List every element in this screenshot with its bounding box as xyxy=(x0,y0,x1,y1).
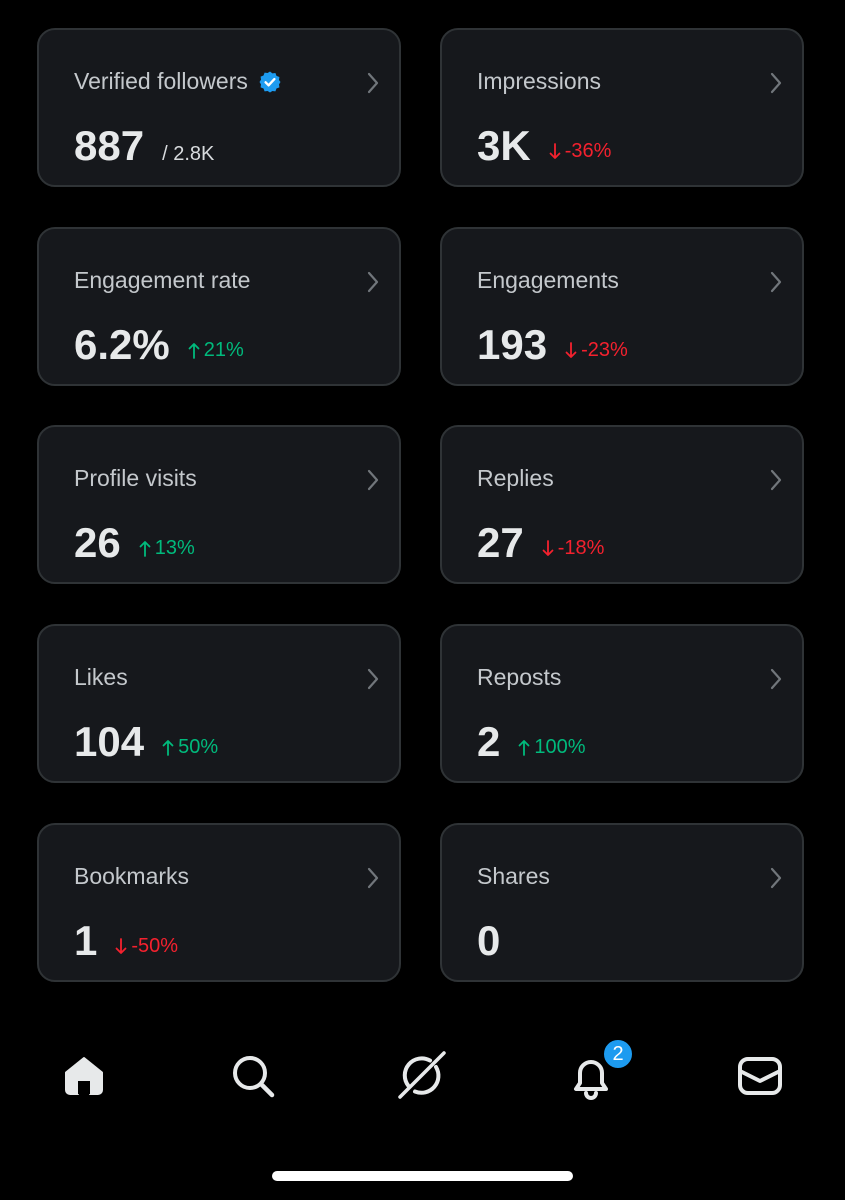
metric-row: 104 50% xyxy=(74,721,218,763)
metric-row: 887 / 2.8K xyxy=(74,125,214,167)
card-profile-visits[interactable]: Profile visits 26 13% xyxy=(37,425,401,584)
chevron-right-icon xyxy=(367,469,379,491)
metric-value: 3K xyxy=(477,122,531,169)
nav-messages[interactable] xyxy=(734,1050,786,1102)
chevron-right-icon xyxy=(367,72,379,94)
card-engagements[interactable]: Engagements 193 -23% xyxy=(440,227,804,386)
arrow-up-icon xyxy=(139,541,151,557)
metric-value: 887 xyxy=(74,122,145,169)
metric-value: 2 xyxy=(477,718,501,765)
metric-value: 1 xyxy=(74,917,98,964)
mail-icon xyxy=(738,1057,782,1095)
metric-value: 193 xyxy=(477,321,548,368)
chevron-right-icon xyxy=(367,867,379,889)
metric-row: 26 13% xyxy=(74,522,195,564)
card-title: Replies xyxy=(477,465,554,491)
card-title: Impressions xyxy=(477,68,601,94)
chevron-right-icon xyxy=(367,271,379,293)
metric-delta: -50% xyxy=(115,935,178,958)
card-reposts[interactable]: Reposts 2 100% xyxy=(440,624,804,783)
bell-icon xyxy=(574,1060,608,1100)
card-likes[interactable]: Likes 104 50% xyxy=(37,624,401,783)
card-impressions[interactable]: Impressions 3K -36% xyxy=(440,28,804,187)
card-title: Reposts xyxy=(477,664,562,690)
chevron-right-icon xyxy=(770,469,782,491)
nav-home[interactable] xyxy=(58,1050,110,1102)
arrow-down-icon xyxy=(565,342,577,358)
search-icon xyxy=(233,1056,275,1098)
metric-delta: -36% xyxy=(549,140,611,163)
metric-value: 104 xyxy=(74,718,145,765)
notification-count-badge: 2 xyxy=(602,1038,634,1070)
card-title: Profile visits xyxy=(74,465,197,491)
metric-delta: 13% xyxy=(139,537,195,560)
card-title: Verified followers xyxy=(74,68,282,95)
card-title: Engagements xyxy=(477,267,619,293)
arrow-up-icon xyxy=(188,343,200,359)
chevron-right-icon xyxy=(770,72,782,94)
chevron-right-icon xyxy=(770,668,782,690)
card-verified-followers[interactable]: Verified followers 887 / 2.8K xyxy=(37,28,401,187)
metric-delta: 21% xyxy=(188,339,244,362)
chevron-right-icon xyxy=(770,867,782,889)
home-icon xyxy=(65,1057,103,1095)
card-engagement-rate[interactable]: Engagement rate 6.2% 21% xyxy=(37,227,401,386)
metric-row: 0 xyxy=(477,920,500,962)
nav-search[interactable] xyxy=(227,1050,279,1102)
verified-badge-icon xyxy=(259,71,281,92)
metric-value: 26 xyxy=(74,519,121,566)
metric-row: 27 -18% xyxy=(477,522,604,564)
card-title: Engagement rate xyxy=(74,267,251,293)
metric-delta: -18% xyxy=(542,537,604,560)
metric-row: 3K -36% xyxy=(477,125,611,167)
arrow-down-icon xyxy=(549,143,561,159)
metric-total: / 2.8K xyxy=(162,143,215,165)
chevron-right-icon xyxy=(367,668,379,690)
metric-delta: 50% xyxy=(162,736,218,759)
arrow-down-icon xyxy=(542,540,554,556)
metric-value: 0 xyxy=(477,917,501,964)
home-indicator[interactable] xyxy=(272,1171,573,1181)
card-title: Bookmarks xyxy=(74,863,190,889)
arrow-up-icon xyxy=(162,740,174,756)
metric-row: 2 100% xyxy=(477,721,586,763)
nav-notifications[interactable] xyxy=(565,1050,617,1102)
card-title: Likes xyxy=(74,664,128,690)
card-bookmarks[interactable]: Bookmarks 1 -50% xyxy=(37,823,401,982)
bottom-nav: 2 xyxy=(0,1030,845,1120)
arrow-down-icon xyxy=(115,938,127,954)
metric-row: 1 -50% xyxy=(74,920,178,962)
metric-value: 6.2% xyxy=(74,321,170,368)
arrow-up-icon xyxy=(518,740,530,756)
card-shares[interactable]: Shares 0 xyxy=(440,823,804,982)
chevron-right-icon xyxy=(770,271,782,293)
metric-delta: -23% xyxy=(565,339,628,362)
metric-delta: 100% xyxy=(518,736,586,759)
nav-grok[interactable] xyxy=(396,1050,448,1102)
metric-row: 6.2% 21% xyxy=(74,324,244,366)
card-replies[interactable]: Replies 27 -18% xyxy=(440,425,804,584)
metric-value: 27 xyxy=(477,519,524,566)
grok-icon xyxy=(398,1051,446,1099)
card-title: Shares xyxy=(477,863,550,889)
metric-row: 193 -23% xyxy=(477,324,628,366)
